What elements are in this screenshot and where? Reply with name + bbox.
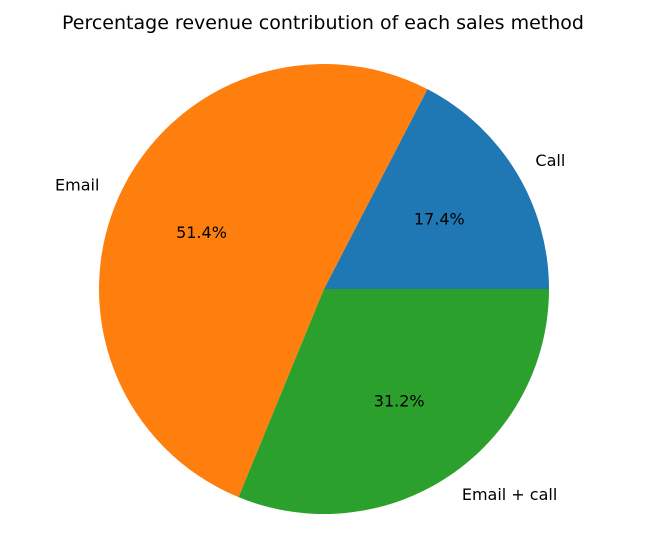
slice-label-call: Call — [535, 151, 565, 170]
slice-pct-label-email: 51.4% — [176, 223, 227, 242]
pie-slice-call — [324, 89, 549, 289]
chart-title: Percentage revenue contribution of each … — [62, 12, 584, 34]
slice-label-email: Email — [55, 176, 99, 195]
slice-pct-label-call: 17.4% — [414, 209, 465, 228]
slice-label-email-call: Email + call — [462, 485, 557, 504]
pie-slice-email — [98, 63, 428, 498]
slice-pct-label-email-call: 31.2% — [374, 392, 425, 411]
pie-labels: Call 17.4% Email 51.4% Email + call 31.2% — [55, 151, 565, 504]
pie-slices — [98, 63, 550, 514]
pie-slice-email-call — [238, 289, 550, 514]
